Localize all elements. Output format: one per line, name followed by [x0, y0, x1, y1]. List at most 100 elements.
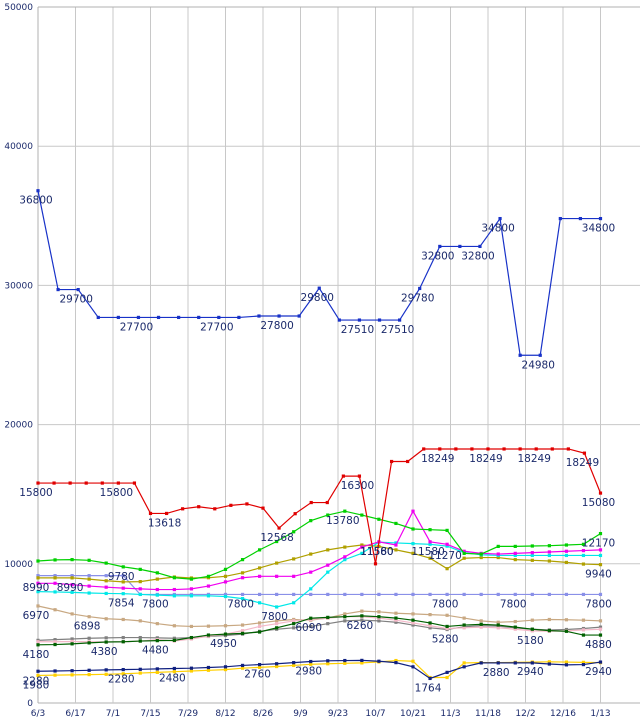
series-olive-marker [598, 563, 603, 567]
series-green-marker [206, 574, 211, 578]
series-olive-marker [53, 576, 57, 580]
series-magenta-line [38, 509, 601, 591]
series-blue-data-label: 27510 [381, 324, 414, 336]
series-blue-marker [96, 315, 100, 320]
series-red-data-label: 15080 [582, 497, 615, 509]
series-gray-line [37, 619, 601, 641]
series-blue-data-label: 36800 [19, 195, 52, 207]
series-darkgreen-data-label: 4180 [23, 649, 50, 661]
series-cyan-data-label: 7854 [108, 598, 135, 610]
series-blue-marker [377, 318, 382, 322]
series-cyan-marker [411, 542, 415, 546]
series-pink-marker [53, 640, 57, 644]
series-olive-marker [326, 548, 330, 552]
series-cyan-marker [87, 591, 91, 595]
series-green-marker [257, 548, 262, 552]
series-tan-marker [155, 622, 159, 626]
series-darkgreen-marker [87, 641, 91, 645]
series-olive-marker [360, 543, 364, 547]
series-red-marker [68, 481, 72, 485]
series-olive-marker [428, 556, 432, 560]
series-periwinkle-marker [411, 592, 415, 597]
series-darkgreen-marker [309, 616, 313, 620]
series-periwinkle-marker [275, 592, 279, 597]
series-navy-marker [189, 666, 194, 670]
series-navy-marker [411, 665, 415, 669]
series-darkgreen-marker [428, 621, 432, 625]
series-darkgreen-marker [547, 629, 551, 633]
series-cyan-marker [275, 605, 279, 609]
series-tan-marker [530, 618, 534, 622]
series-magenta-marker [53, 581, 57, 585]
series-green-marker [189, 577, 194, 581]
series-blue-marker [36, 189, 40, 193]
series-darkgreen-marker [496, 623, 500, 627]
series-pink-marker [462, 626, 466, 630]
series-pink-marker [411, 621, 415, 625]
series-pink-marker [70, 639, 74, 644]
series-yellow-marker [581, 660, 586, 664]
series-gray-marker [121, 635, 125, 640]
series-gray-marker [326, 622, 330, 626]
series-navy-line [37, 659, 601, 680]
series-darkgreen-data-label: 4480 [142, 645, 169, 657]
series-pink-marker [581, 628, 586, 632]
series-green-marker [70, 558, 74, 562]
series-periwinkle-marker [564, 592, 569, 597]
series-olive-marker [564, 560, 569, 565]
series-tan-marker [581, 618, 586, 622]
series-darkgreen-marker [581, 633, 586, 637]
x-axis-tick-label: 12/16 [550, 709, 576, 719]
series-darkgreen-marker [53, 642, 57, 647]
series-darkgreen-marker [121, 640, 125, 644]
series-gray-marker [104, 636, 108, 640]
series-olive-marker [138, 580, 142, 584]
series-red-data-label: 15800 [100, 487, 133, 499]
series-darkgreen-marker [326, 615, 330, 619]
series-periwinkle-marker [87, 574, 91, 578]
series-periwinkle-marker [394, 592, 398, 597]
series-yellow-marker [240, 666, 245, 670]
series-periwinkle-marker [70, 574, 74, 578]
series-green-marker [155, 571, 159, 575]
y-axis-tick-label: 30000 [4, 281, 33, 291]
series-magenta-marker [496, 552, 500, 556]
series-yellow-marker [445, 675, 449, 680]
series-darkgreen-marker [411, 618, 415, 622]
series-tan-data-label: 6970 [23, 610, 50, 622]
series-tan-marker [496, 620, 500, 624]
series-red-marker [422, 447, 426, 451]
series-tan-marker [36, 604, 40, 608]
series-magenta-marker [428, 540, 432, 544]
series-yellow-marker [343, 661, 347, 665]
series-olive-marker [581, 562, 586, 566]
series-darkgreen-data-label: 4880 [585, 639, 612, 651]
series-navy-marker [36, 669, 40, 673]
series-gray-marker [138, 635, 142, 640]
series-magenta-marker [104, 585, 108, 589]
series-red-data-label: 15800 [19, 487, 52, 499]
series-navy-marker [240, 663, 245, 668]
series-periwinkle-marker [377, 592, 381, 597]
series-periwinkle-marker [292, 592, 296, 597]
series-blue-data-label: 34800 [582, 223, 615, 235]
series-darkgreen-marker [240, 631, 245, 635]
series-magenta-marker [121, 586, 125, 590]
series-pink-marker [598, 627, 603, 631]
series-red-marker [116, 481, 120, 485]
series-red-marker [438, 447, 442, 451]
series-blue-marker [277, 314, 281, 318]
series-cyan-marker [104, 591, 108, 596]
series-periwinkle-marker [223, 592, 228, 597]
series-green-marker [581, 542, 586, 546]
series-magenta-marker [513, 551, 517, 555]
series-navy-marker [496, 661, 500, 665]
series-periwinkle-marker [53, 574, 57, 578]
series-navy-marker [87, 668, 91, 672]
series-darkgreen-marker [530, 627, 534, 631]
series-red-line [38, 448, 602, 564]
series-tan-marker [104, 617, 108, 621]
x-axis-tick-label: 7/15 [140, 709, 160, 719]
series-gray-marker [292, 626, 296, 630]
